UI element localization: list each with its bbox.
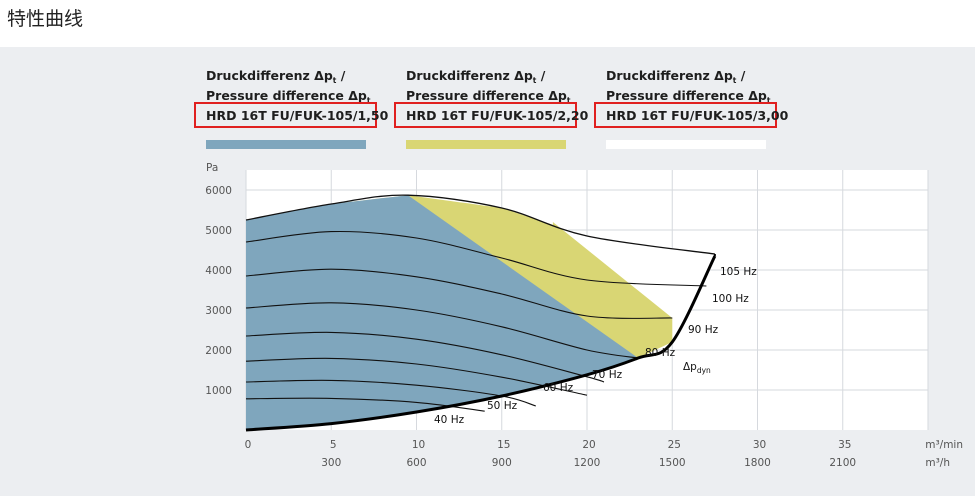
- x-axis-unit-primary: m³/min: [925, 439, 963, 451]
- y-tick-label: 2000: [205, 345, 232, 357]
- x-axis-unit-secondary: m³/h: [925, 457, 950, 469]
- x-tick-label-secondary: 1500: [659, 457, 686, 469]
- legend-model-highlight: [194, 102, 377, 128]
- legend-model-highlight: [594, 102, 777, 128]
- x-tick-label-secondary: 1800: [744, 457, 771, 469]
- legend-title-line2: Pressure difference Δpt: [606, 88, 771, 105]
- curve-60-hz: [245, 357, 588, 396]
- curve-90-hz: [245, 268, 673, 319]
- x-tick-label-primary: 30: [753, 439, 766, 451]
- x-tick-label-primary: 10: [412, 439, 425, 451]
- curve-label-60-hz: 60 Hz: [543, 382, 574, 394]
- x-tick-label-secondary: 1200: [574, 457, 601, 469]
- legend-color-swatch: [206, 140, 366, 149]
- legend-title-sub: t: [733, 76, 737, 85]
- x-tick-label-secondary: 600: [406, 457, 426, 469]
- legend-model-label: HRD 16T FU/FUK-105/3,00: [606, 108, 789, 123]
- x-tick-label-secondary: 900: [492, 457, 512, 469]
- legend-title-suffix: /: [736, 68, 745, 83]
- legend-entry-1: Druckdifferenz Δpt / Pressure difference …: [194, 68, 389, 149]
- y-tick-label: 1000: [205, 385, 232, 397]
- curve-label-40-hz: 40 Hz: [434, 414, 465, 426]
- curve-dynamic-pressure: [245, 255, 717, 432]
- y-axis-unit: Pa: [206, 162, 218, 174]
- legend-model-highlight: [394, 102, 577, 128]
- frequency-curves: [245, 194, 717, 432]
- curve-105-hz: [245, 194, 715, 255]
- legend-color-swatch: [606, 140, 766, 149]
- legend-title-line2: Pressure difference Δpt: [406, 88, 571, 105]
- legend-entry-3: Druckdifferenz Δpt / Pressure difference …: [594, 68, 789, 149]
- curve-label-50-hz: 50 Hz: [487, 400, 518, 412]
- legend-title-sub: t: [333, 76, 337, 85]
- x-tick-label-secondary: 2100: [829, 457, 856, 469]
- legend-title-line1: Druckdifferenz Δpt /: [606, 68, 746, 85]
- legend-title-sub: t: [533, 76, 537, 85]
- legend-title-sub: t: [567, 96, 571, 105]
- curve-labels: 40 Hz 50 Hz 60 Hz 70 Hz 80 Hz 90 Hz 100 Hz 105 …: [434, 266, 757, 426]
- x-tick-label-secondary: 300: [321, 457, 341, 469]
- legend-title-line1: Druckdifferenz Δpt /: [406, 68, 546, 85]
- legend-model-label: HRD 16T FU/FUK-105/1,50: [206, 108, 389, 123]
- legend-title-sub: t: [767, 96, 771, 105]
- page-title: 特性曲线: [7, 8, 84, 30]
- y-tick-label: 5000: [205, 225, 232, 237]
- x-tick-label-primary: 0: [245, 439, 252, 451]
- x-tick-label-primary: 15: [497, 439, 510, 451]
- y-tick-label: 3000: [205, 305, 232, 317]
- legend-title-line2: Pressure difference Δpt: [206, 88, 371, 105]
- region-1-50-blue: [246, 195, 639, 430]
- x-tick-label-primary: 20: [582, 439, 595, 451]
- legend-model-label: HRD 16T FU/FUK-105/2,20: [406, 108, 589, 123]
- curve-label-80-hz: 80 Hz: [645, 347, 676, 359]
- y-tick-label: 6000: [205, 185, 232, 197]
- x-tick-label-primary: 35: [838, 439, 851, 451]
- curve-70-hz: [245, 331, 605, 383]
- legend: Druckdifferenz Δpt / Pressure difference …: [194, 68, 789, 149]
- legend-title-suffix: /: [336, 68, 345, 83]
- x-tick-label-primary: 25: [668, 439, 681, 451]
- curve-label-70-hz: 70 Hz: [592, 369, 623, 381]
- curve-label-105-hz: 105 Hz: [720, 266, 757, 278]
- curve-100-hz: [245, 230, 707, 287]
- legend-title-sub: t: [367, 96, 371, 105]
- curve-label-sub: dyn: [697, 366, 711, 375]
- curve-label-90-hz: 90 Hz: [688, 324, 719, 336]
- legend-title-suffix: /: [536, 68, 545, 83]
- axes: Pa 1000 2000 3000 4000 5000 6000 0 5 10 15 20 25 30 35…: [205, 162, 963, 469]
- curve-label-100-hz: 100 Hz: [712, 293, 749, 305]
- y-tick-label: 4000: [205, 265, 232, 277]
- legend-color-swatch: [406, 140, 566, 149]
- curve-80-hz: [245, 302, 639, 359]
- x-tick-label-primary: 5: [330, 439, 337, 451]
- legend-entry-2: Druckdifferenz Δpt / Pressure difference …: [394, 68, 589, 149]
- legend-title-line1: Druckdifferenz Δpt /: [206, 68, 346, 85]
- curve-50-hz: [245, 379, 536, 407]
